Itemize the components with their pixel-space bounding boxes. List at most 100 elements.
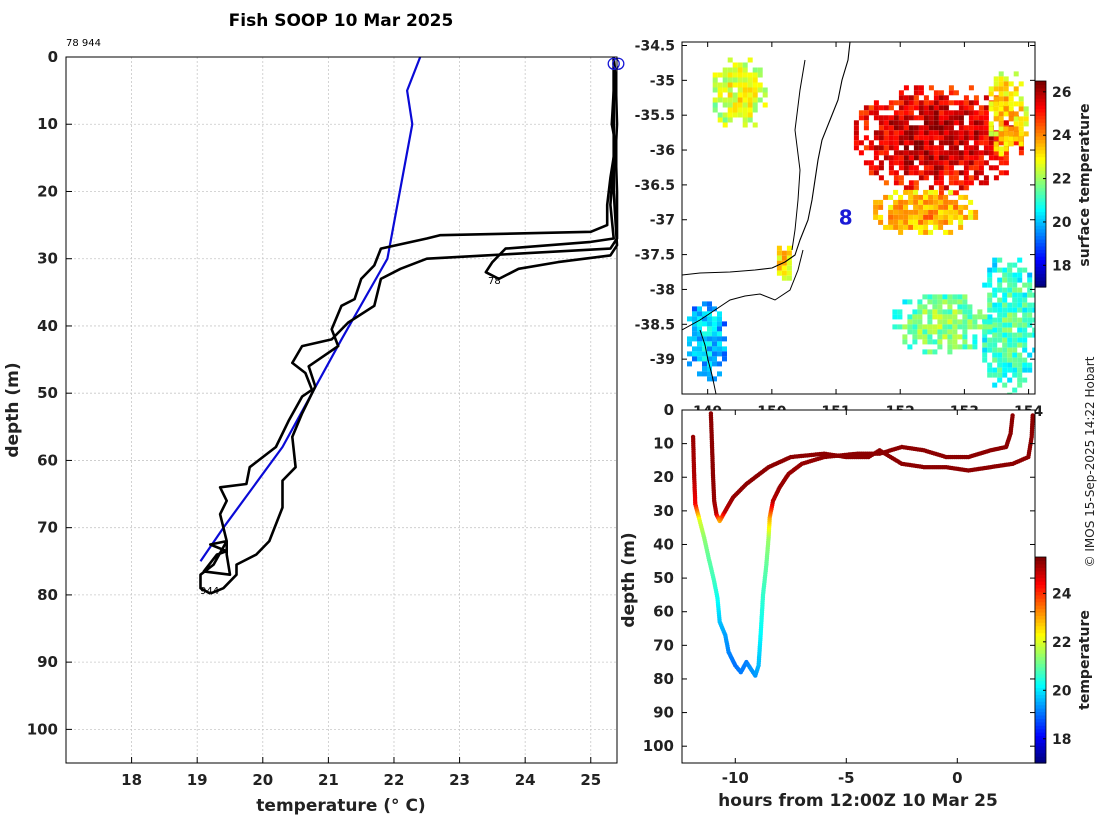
sst-cell <box>983 135 989 141</box>
sst-cell <box>1022 307 1028 313</box>
sst-cell <box>963 155 969 161</box>
sst-cell <box>786 255 792 261</box>
sst-cell <box>707 316 712 322</box>
sst-cell <box>907 329 913 335</box>
sst-cell <box>1002 287 1008 293</box>
sst-cell <box>938 100 944 106</box>
sst-cell <box>898 180 904 186</box>
sst-cell <box>938 209 944 215</box>
sst-cell <box>922 294 928 300</box>
sst-cell <box>732 77 738 83</box>
sst-cell <box>938 194 944 200</box>
sst-cell <box>707 376 712 382</box>
map-colorbar-segment <box>1035 142 1046 147</box>
sst-cell <box>952 334 958 340</box>
sst-cell <box>987 292 993 298</box>
sst-cell <box>1007 342 1013 348</box>
sst-cell <box>898 209 904 215</box>
sst-cell <box>747 107 753 113</box>
sst-cell <box>1032 317 1035 323</box>
sst-cell <box>918 175 924 181</box>
sst-cell <box>1007 352 1013 358</box>
sst-cell <box>958 110 964 116</box>
sst-cell <box>702 336 707 342</box>
sst-cell <box>923 110 929 116</box>
coastline-south <box>682 249 804 331</box>
sst-cell <box>883 155 889 161</box>
sst-cell <box>972 344 978 350</box>
sst-cell <box>697 331 702 337</box>
sst-cell <box>717 341 722 347</box>
sst-cell <box>938 214 944 220</box>
sst-cell <box>968 110 974 116</box>
sst-cell <box>923 199 929 205</box>
sst-cell <box>948 135 954 141</box>
dt-colorbar-segment <box>1035 618 1046 623</box>
dt-colorbar-segment <box>1035 680 1046 685</box>
sst-cell <box>1018 136 1024 142</box>
sst-cell <box>948 180 954 186</box>
sst-cell <box>863 120 869 126</box>
sst-cell <box>963 194 969 200</box>
sst-cell <box>933 214 939 220</box>
sst-cell <box>878 130 884 136</box>
sst-cell <box>928 110 934 116</box>
sst-cell <box>888 224 894 230</box>
sst-cell <box>722 321 727 327</box>
sst-cell <box>988 86 994 92</box>
sst-cell <box>938 95 944 101</box>
sst-cell <box>923 140 929 146</box>
sst-cell <box>1007 337 1013 343</box>
sst-cell <box>953 90 959 96</box>
sst-cell <box>781 265 787 271</box>
sst-cell <box>918 140 924 146</box>
sst-cell <box>987 329 993 335</box>
sst-cell <box>1018 106 1024 112</box>
sst-cell <box>776 260 782 266</box>
sst-cell <box>997 312 1003 318</box>
sst-cell <box>1018 150 1024 156</box>
sst-cell <box>903 110 909 116</box>
sst-cell <box>973 125 979 131</box>
profile-xtick-label: 23 <box>449 771 470 789</box>
sst-cell <box>982 357 988 363</box>
sst-cell <box>943 194 949 200</box>
sst-cell <box>917 324 923 330</box>
sst-cell <box>987 372 993 378</box>
profile-ytick-label: 90 <box>37 653 58 671</box>
sst-cell <box>997 282 1003 288</box>
sst-cell <box>893 135 899 141</box>
sst-cell <box>918 204 924 210</box>
sst-cell <box>952 319 958 325</box>
sst-cell <box>722 67 728 73</box>
sst-cell <box>903 219 909 225</box>
sst-cell <box>923 165 929 171</box>
sst-cell <box>997 307 1003 313</box>
sst-cell <box>742 107 748 113</box>
sst-cell <box>928 199 934 205</box>
sst-cell <box>913 135 919 141</box>
map-colorbar-segment <box>1035 273 1046 278</box>
sst-cell <box>747 82 753 88</box>
map-colorbar-segment <box>1035 262 1046 267</box>
sst-cell <box>898 90 904 96</box>
sst-cell <box>757 82 763 88</box>
sst-cell <box>957 299 963 305</box>
sst-cell <box>742 112 748 118</box>
sst-cell <box>947 299 953 305</box>
dt-colorbar-segment <box>1035 656 1046 661</box>
sst-cell <box>1003 111 1009 117</box>
sst-cell <box>987 307 993 313</box>
sst-cell <box>712 72 718 78</box>
sst-cell <box>1013 140 1019 146</box>
sst-cell <box>1007 377 1013 383</box>
sst-cell <box>943 204 949 210</box>
sst-cell <box>998 155 1004 161</box>
sst-cell <box>913 125 919 131</box>
sst-cell <box>973 209 979 215</box>
dt-colorbar-segment <box>1035 728 1046 733</box>
sst-cell <box>707 366 712 372</box>
sst-cell <box>958 170 964 176</box>
sst-cell <box>702 301 707 307</box>
sst-cell <box>1003 131 1009 137</box>
